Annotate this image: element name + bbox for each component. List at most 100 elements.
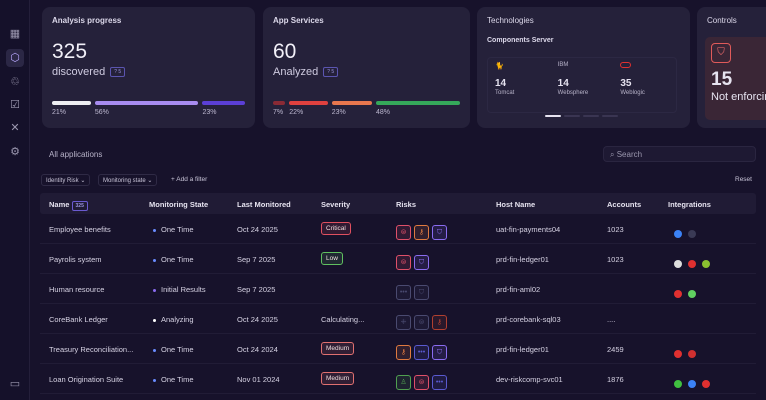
col-integrations[interactable]: Integrations xyxy=(668,200,711,209)
progress-segment: 22% xyxy=(289,101,328,116)
state-label: Analyzing xyxy=(161,315,194,324)
col-host-name[interactable]: Host Name xyxy=(496,200,536,209)
risks: ⚷ ••• ⛉ xyxy=(396,341,450,360)
discovered-count: 325 xyxy=(52,40,88,63)
tech-item-weblogic[interactable]: 35 Weblogic xyxy=(613,58,676,112)
risk-icon[interactable]: ••• xyxy=(414,345,429,360)
integration-icon[interactable] xyxy=(688,290,696,298)
applications-icon[interactable]: ⬡ xyxy=(6,49,24,67)
risks: ••• ⛉ xyxy=(396,281,432,300)
table-row[interactable]: Human resource Initial Results Sep 7 2025 •… xyxy=(40,274,756,304)
col-name[interactable]: Name 325 xyxy=(49,200,88,211)
integration-icon[interactable] xyxy=(674,290,682,298)
name-count-badge: 325 xyxy=(71,201,88,211)
col-last-monitored[interactable]: Last Monitored xyxy=(237,200,291,209)
integration-icon[interactable] xyxy=(688,260,696,268)
progress-label: 21% xyxy=(52,109,67,116)
integration-icon[interactable] xyxy=(674,260,682,268)
tomcat-icon: 🐈 xyxy=(495,63,504,70)
integration-icon[interactable] xyxy=(688,350,696,358)
state-label: One Time xyxy=(161,345,194,354)
app-services-card: App Services 60 Analyzed ? 5 7% 22% 23% 48% xyxy=(263,7,470,128)
risk-icon[interactable]: ⊜ xyxy=(414,315,429,330)
progress-bar-fill xyxy=(52,101,91,105)
last-monitored: Sep 7 2025 xyxy=(237,255,276,264)
col-monitoring-state[interactable]: Monitoring State xyxy=(149,200,209,209)
card-label: discovered xyxy=(52,66,106,78)
table-row[interactable]: Treasury Reconciliation... One Time Oct 24… xyxy=(40,334,756,364)
host-name: prd-fin-aml02 xyxy=(496,285,541,294)
card-title: Technologies xyxy=(487,16,534,25)
risk-icon[interactable]: ⛉ xyxy=(432,345,447,360)
risk-icon[interactable]: ♙ xyxy=(396,375,411,390)
progress-label: 56% xyxy=(94,109,109,116)
tech-item-tomcat[interactable]: 🐈 14 Tomcat xyxy=(488,58,551,112)
filter-monitoring-state[interactable]: Monitoring state ⌄ xyxy=(98,174,158,186)
integrations xyxy=(674,375,716,393)
integration-icon[interactable] xyxy=(702,380,710,388)
progress-bar-fill xyxy=(94,101,199,105)
col-severity[interactable]: Severity xyxy=(321,200,351,209)
host-name: uat-fin-payments04 xyxy=(496,225,561,234)
status-dot xyxy=(153,318,156,322)
app-name: Treasury Reconciliation... xyxy=(49,345,134,354)
risk-icon[interactable]: ⊜ xyxy=(396,225,411,240)
col-accounts[interactable]: Accounts xyxy=(607,200,642,209)
status-dot xyxy=(153,378,156,382)
last-monitored: Oct 24 2024 xyxy=(237,345,278,354)
settings-icon[interactable]: ⚙ xyxy=(10,146,20,158)
add-filter-button[interactable]: + Add a filter xyxy=(171,176,208,183)
risk-icon[interactable]: ⊜ xyxy=(396,255,411,270)
app-name: Payrolis system xyxy=(49,255,102,264)
table-row[interactable]: Loan Origination Suite One Time Nov 01 202… xyxy=(40,364,756,394)
filter-identity-risk[interactable]: Identity Risk ⌄ xyxy=(41,174,91,186)
risks: ♙ ⊜ ••• xyxy=(396,371,450,390)
integration-icon[interactable] xyxy=(674,350,682,358)
identity-icon[interactable]: ♲ xyxy=(10,76,20,88)
severity-badge: Medium xyxy=(321,372,355,385)
table-row[interactable]: Employee benefits One Time Oct 24 2025 Crit… xyxy=(40,214,756,244)
state-label: One Time xyxy=(161,375,194,384)
risk-icon[interactable]: ••• xyxy=(432,375,447,390)
risk-icon[interactable]: ⚷ xyxy=(396,345,411,360)
table-row[interactable]: Payrolis system One Time Sep 7 2025 Low ⊜ ⛉ pr… xyxy=(40,244,756,274)
integration-icon[interactable] xyxy=(688,230,696,238)
risk-icon[interactable]: ⛉ xyxy=(414,255,429,270)
col-risks[interactable]: Risks xyxy=(396,200,417,209)
last-monitored: Nov 01 2024 xyxy=(237,375,280,384)
card-title: App Services xyxy=(273,16,324,25)
risk-icon[interactable]: ⚷ xyxy=(432,315,447,330)
book-icon[interactable]: ▭ xyxy=(9,378,21,390)
search-input[interactable]: ⌕ Search xyxy=(603,146,756,162)
risk-icon[interactable]: ⚷ xyxy=(414,225,429,240)
risk-icon[interactable]: ⛉ xyxy=(432,225,447,240)
section-title: All applications xyxy=(49,150,103,159)
integration-icon[interactable] xyxy=(674,230,682,238)
analyzed-count: 60 xyxy=(273,40,297,63)
host-name: prd-fin-ledger01 xyxy=(496,255,549,264)
reset-button[interactable]: Reset xyxy=(735,176,752,183)
integration-icon[interactable] xyxy=(702,260,710,268)
risk-icon[interactable]: ⛉ xyxy=(414,285,429,300)
card-subtitle: Components Server xyxy=(487,37,554,44)
progress-label: 7% xyxy=(273,109,284,116)
carousel-pagination[interactable] xyxy=(545,115,618,117)
state-label: One Time xyxy=(161,225,194,234)
integration-icon[interactable] xyxy=(688,380,696,388)
info-chip: ? 5 xyxy=(323,67,339,77)
risk-icon[interactable]: ⁜ xyxy=(396,315,411,330)
not-enforcing-tile[interactable]: ⛉ 15 Not enforcing xyxy=(705,37,766,120)
risk-icon[interactable]: ⊜ xyxy=(414,375,429,390)
integration-icon[interactable] xyxy=(674,380,682,388)
tools-icon[interactable]: ✕ xyxy=(10,122,20,134)
checklist-icon[interactable]: ☑ xyxy=(10,99,20,111)
analysis-progress-card: Analysis progress 325 discovered ? 5 21% 5… xyxy=(42,7,255,128)
tech-item-websphere[interactable]: IBM 14 Websphere xyxy=(551,58,614,112)
grid-icon[interactable]: ▦ xyxy=(9,28,21,40)
accounts: 2459 xyxy=(607,345,624,354)
state-label: One Time xyxy=(161,255,194,264)
table-row[interactable]: CoreBank Ledger Analyzing Oct 24 2025 Calcu… xyxy=(40,304,756,334)
accounts: 1023 xyxy=(607,225,624,234)
risk-icon[interactable]: ••• xyxy=(396,285,411,300)
app-name: Human resource xyxy=(49,285,105,294)
